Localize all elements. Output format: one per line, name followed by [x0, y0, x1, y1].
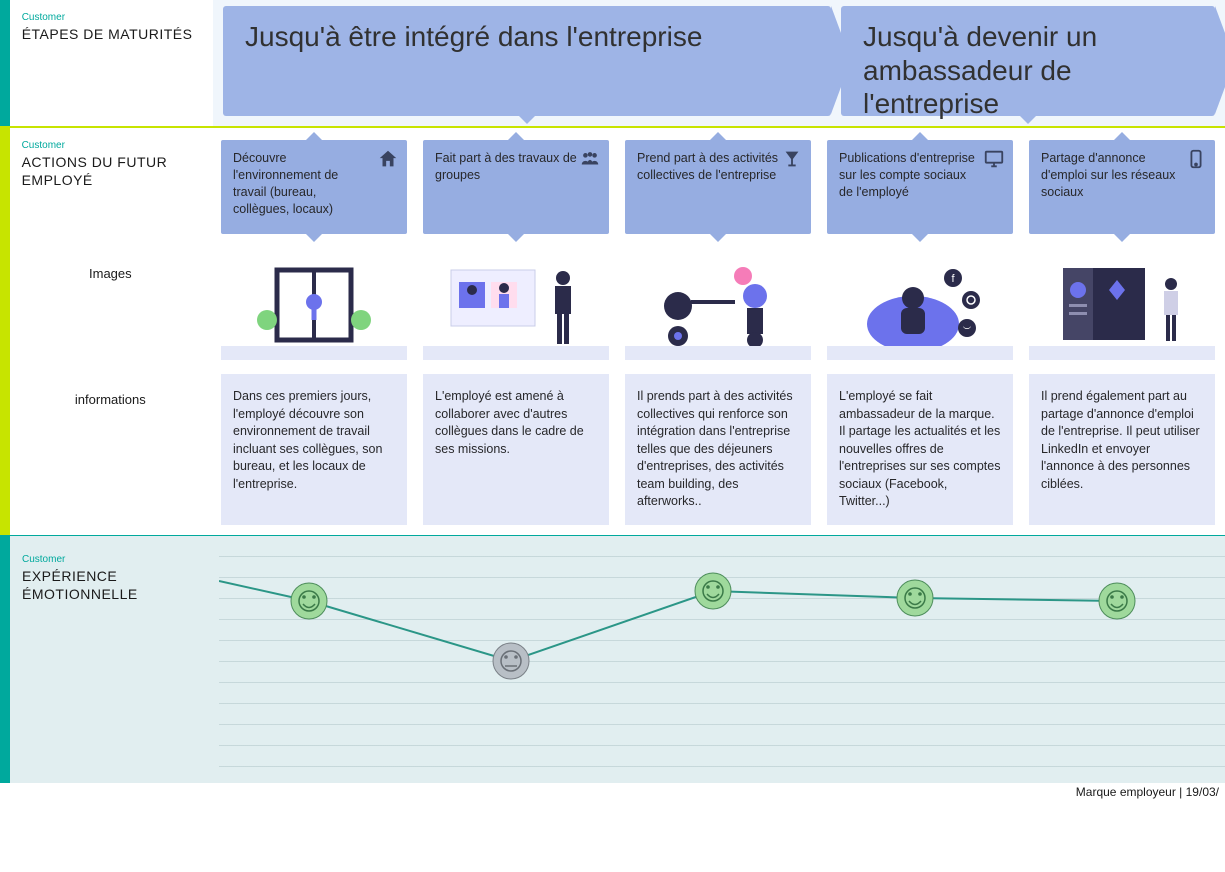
action-card: Fait part à des travaux de groupes: [423, 140, 609, 234]
card-marker-icon: [710, 234, 726, 242]
illustration-bar: [625, 346, 811, 360]
actions-cards-wrap: Découvre l'environnement de travail (bur…: [211, 128, 1225, 234]
card-marker-icon: [1114, 234, 1130, 242]
eyebrow-label: Customer: [22, 140, 195, 151]
footer-text: Marque employeur | 19/03/: [0, 783, 1225, 801]
eyebrow-label: Customer: [22, 12, 197, 23]
stage-marker-icon: [1020, 116, 1036, 124]
teal-band: [0, 0, 10, 126]
info-box: Dans ces premiers jours, l'employé décou…: [221, 374, 407, 525]
home-icon: [377, 148, 399, 170]
illustration: [221, 252, 407, 360]
stage-1: Jusqu'à être intégré dans l'entreprise: [223, 6, 831, 116]
lime-band: [0, 234, 10, 360]
emotional-line: [219, 581, 1117, 661]
card-marker-icon: [306, 234, 322, 242]
card-marker-icon: [306, 132, 322, 140]
stages-row: Customer ÉTAPES DE MATURITÉS Jusqu'à êtr…: [0, 0, 1225, 128]
stages-header-cell: Customer ÉTAPES DE MATURITÉS: [10, 0, 213, 126]
images-label: Images: [10, 234, 211, 360]
illustration-bar: [423, 346, 609, 360]
card-marker-icon: [508, 234, 524, 242]
actions-title: ACTIONS DU FUTUR EMPLOYÉ: [22, 153, 195, 189]
emotional-line-chart: [219, 536, 1225, 784]
action-card: Prend part à des activités collectives d…: [625, 140, 811, 234]
emotional-header-cell: Customer EXPÉRIENCE ÉMOTIONNELLE: [10, 536, 219, 783]
glass-icon: [781, 148, 803, 170]
group-icon: [579, 148, 601, 170]
stage-marker-icon: [519, 116, 535, 124]
card-marker-icon: [508, 132, 524, 140]
illustration: [1029, 252, 1215, 360]
illustration: [423, 252, 609, 360]
images-row: Images f: [0, 234, 1225, 360]
info-box: Il prends part à des activités collectiv…: [625, 374, 811, 525]
emotional-node-happy: [695, 573, 731, 609]
emotional-node-neutral: [493, 643, 529, 679]
action-card: Publications d'entreprise sur les compte…: [827, 140, 1013, 234]
action-card-text: Publications d'entreprise sur les compte…: [839, 150, 981, 201]
actions-header-cell: Customer ACTIONS DU FUTUR EMPLOYÉ: [10, 128, 211, 234]
desktop-icon: [983, 148, 1005, 170]
informations-label: informations: [10, 360, 211, 535]
eyebrow-label: Customer: [22, 554, 203, 565]
emotional-node-happy: [1099, 583, 1135, 619]
card-marker-icon: [912, 234, 928, 242]
illustration-bar: [827, 346, 1013, 360]
mobile-icon: [1185, 148, 1207, 170]
illustration-bar: [221, 346, 407, 360]
illustration: f: [827, 252, 1013, 360]
illustration-bar: [1029, 346, 1215, 360]
action-card-text: Découvre l'environnement de travail (bur…: [233, 150, 375, 218]
info-box: L'employé se fait ambassadeur de la marq…: [827, 374, 1013, 525]
stages-title: ÉTAPES DE MATURITÉS: [22, 25, 197, 43]
stages-wrap: Jusqu'à être intégré dans l'entreprise J…: [213, 0, 1225, 126]
stage-2-text: Jusqu'à devenir un ambassadeur de l'entr…: [863, 20, 1175, 121]
card-marker-icon: [912, 132, 928, 140]
card-marker-icon: [710, 132, 726, 140]
action-card-text: Partage d'annonce d'emploi sur les résea…: [1041, 150, 1183, 201]
chevron-right-icon: [1215, 6, 1225, 114]
action-card-text: Prend part à des activités collectives d…: [637, 150, 779, 184]
emotional-node-happy: [897, 580, 933, 616]
teal-band: [0, 536, 10, 783]
stage-2: Jusqu'à devenir un ambassadeur de l'entr…: [841, 6, 1215, 116]
action-card: Découvre l'environnement de travail (bur…: [221, 140, 407, 234]
info-box: L'employé est amené à collaborer avec d'…: [423, 374, 609, 525]
action-card: Partage d'annonce d'emploi sur les résea…: [1029, 140, 1215, 234]
lime-band: [0, 360, 10, 535]
emotional-row: Customer EXPÉRIENCE ÉMOTIONNELLE: [0, 535, 1225, 783]
stage-1-text: Jusqu'à être intégré dans l'entreprise: [245, 20, 702, 54]
action-card-text: Fait part à des travaux de groupes: [435, 150, 577, 184]
emotional-chart: [219, 536, 1225, 783]
emotional-title: EXPÉRIENCE ÉMOTIONNELLE: [22, 567, 203, 603]
info-box: Il prend également part au partage d'ann…: [1029, 374, 1215, 525]
lime-band: [0, 128, 10, 234]
emotional-node-happy: [291, 583, 327, 619]
illustration: [625, 252, 811, 360]
actions-row: Customer ACTIONS DU FUTUR EMPLOYÉ Découv…: [0, 128, 1225, 234]
card-marker-icon: [1114, 132, 1130, 140]
informations-row: informations Dans ces premiers jours, l'…: [0, 360, 1225, 535]
